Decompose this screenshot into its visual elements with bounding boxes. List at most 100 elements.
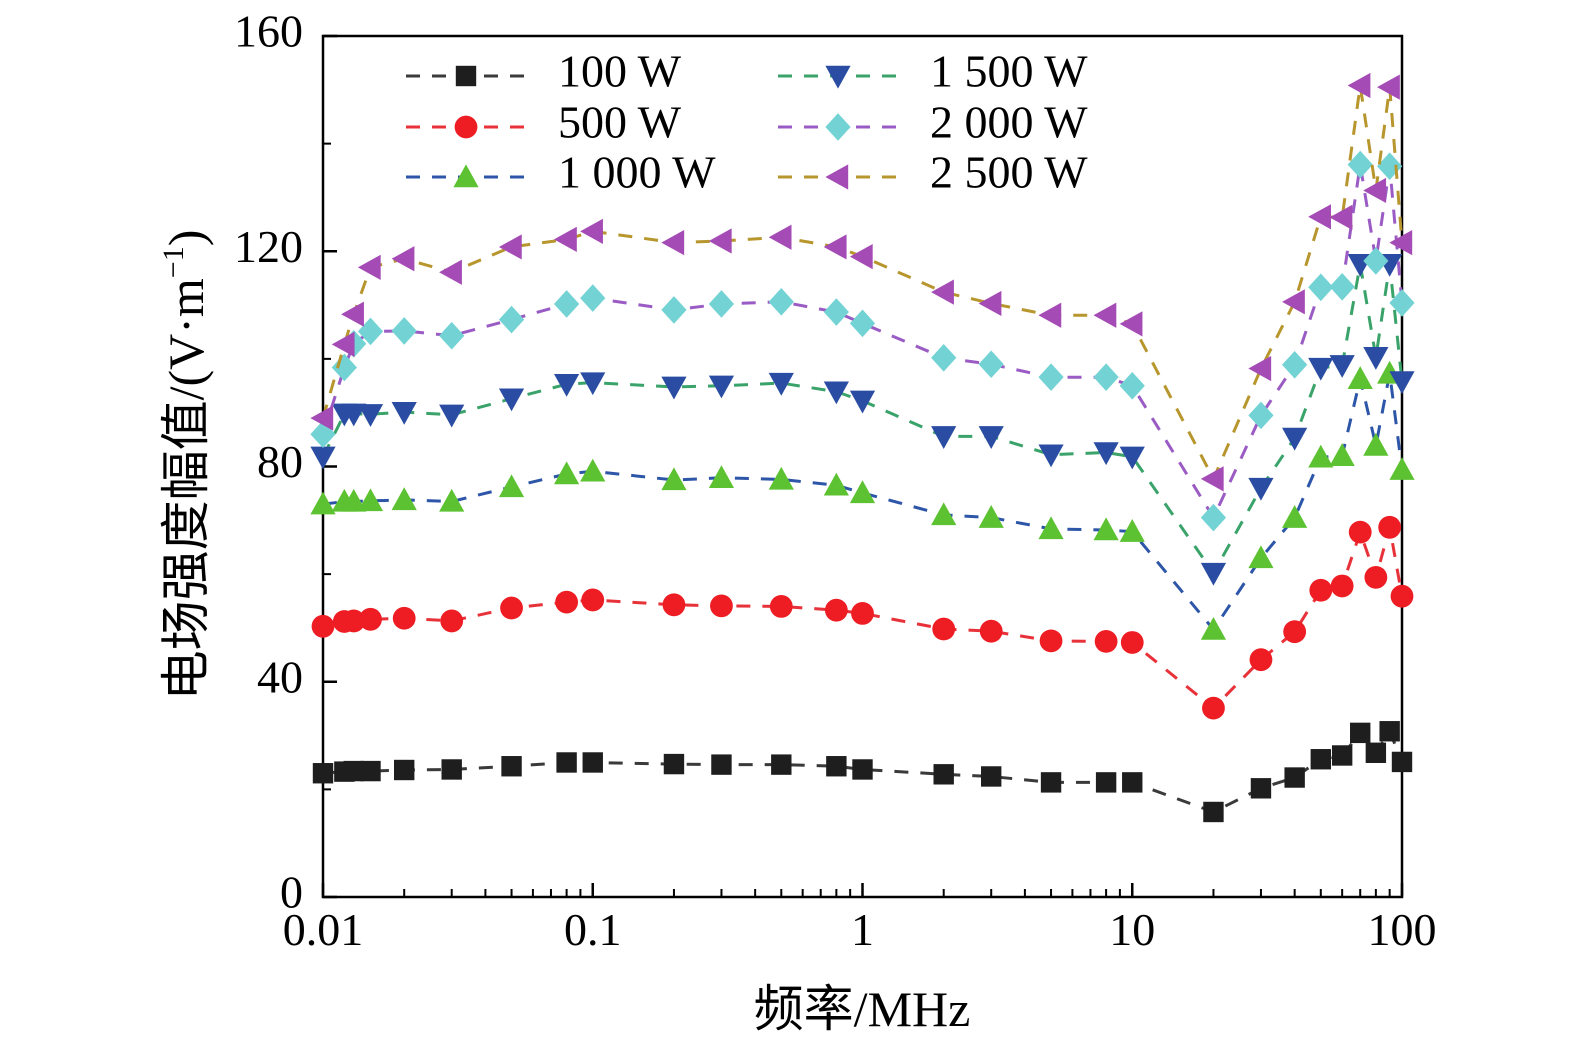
data-point xyxy=(1391,751,1413,773)
y-axis-title-superscript: −1 xyxy=(157,246,190,278)
data-point xyxy=(931,502,957,526)
data-point xyxy=(357,488,384,512)
data-point xyxy=(357,317,384,346)
data-point xyxy=(342,609,366,633)
data-point xyxy=(1377,74,1400,100)
data-point xyxy=(1249,648,1273,672)
data-point xyxy=(554,461,580,485)
data-point xyxy=(1329,204,1353,230)
data-point xyxy=(1095,772,1117,793)
data-point xyxy=(582,752,603,773)
data-point xyxy=(556,752,577,773)
data-point xyxy=(823,298,849,326)
series-line xyxy=(322,526,1404,711)
data-point xyxy=(1389,230,1413,256)
data-point xyxy=(1122,772,1143,793)
data-point xyxy=(1040,772,1062,793)
data-point xyxy=(312,763,334,784)
data-point xyxy=(498,234,522,260)
data-point xyxy=(1202,696,1225,720)
series-line xyxy=(322,728,1404,814)
data-point xyxy=(1282,350,1308,379)
data-point xyxy=(1248,545,1274,569)
data-point xyxy=(1248,477,1274,501)
data-point xyxy=(341,301,364,327)
data-point xyxy=(1330,574,1354,598)
x-tick-label: 100 xyxy=(1368,904,1437,955)
data-point xyxy=(852,759,873,780)
data-point xyxy=(1365,742,1387,763)
data-point xyxy=(981,766,1002,787)
data-point xyxy=(310,491,336,515)
data-point xyxy=(978,350,1004,379)
data-point xyxy=(662,593,686,617)
data-point xyxy=(439,259,462,285)
series-1500w xyxy=(310,253,1415,586)
data-point xyxy=(708,465,735,489)
data-point xyxy=(341,403,367,427)
data-point xyxy=(1282,289,1305,315)
data-point xyxy=(978,426,1004,449)
data-point xyxy=(823,234,847,260)
x-tick-label: 0.1 xyxy=(564,904,622,955)
x-tick-label: 1 xyxy=(851,904,874,955)
y-tick-label: 160 xyxy=(234,6,303,57)
legend-marker xyxy=(453,164,479,188)
data-point xyxy=(1390,584,1414,608)
data-point xyxy=(391,317,417,345)
legend-label: 2 500 W xyxy=(930,147,1088,198)
series-layer xyxy=(310,72,1415,823)
x-axis-title: 频率/MHz xyxy=(754,981,971,1037)
data-point xyxy=(1310,749,1331,770)
data-point xyxy=(1308,273,1334,302)
data-point xyxy=(310,446,336,470)
data-point xyxy=(708,228,732,254)
data-point xyxy=(1308,357,1334,381)
legend-label: 500 W xyxy=(558,97,682,148)
data-point xyxy=(769,595,793,618)
data-point xyxy=(392,606,416,630)
data-point xyxy=(849,244,873,270)
data-point xyxy=(1250,778,1272,799)
data-point xyxy=(1119,311,1143,337)
series-500w xyxy=(311,515,1414,720)
data-point xyxy=(824,598,848,622)
legend-marker xyxy=(455,65,477,87)
legend-label: 1 000 W xyxy=(558,147,716,198)
data-point xyxy=(554,226,577,253)
data-point xyxy=(823,472,849,496)
data-point xyxy=(849,480,876,504)
data-point xyxy=(1308,204,1331,230)
data-point xyxy=(932,617,956,641)
data-point xyxy=(1347,72,1371,99)
legend-label: 2 000 W xyxy=(930,97,1088,148)
data-point xyxy=(661,296,687,324)
data-point xyxy=(501,756,522,777)
data-point xyxy=(580,372,606,396)
data-point xyxy=(978,290,1002,317)
data-point xyxy=(1093,517,1119,541)
data-point xyxy=(661,467,687,491)
data-point xyxy=(1389,371,1415,395)
data-point xyxy=(1248,401,1274,430)
y-tick-label: 40 xyxy=(257,651,303,702)
legend-marker xyxy=(825,164,849,190)
data-point xyxy=(1093,302,1117,328)
data-point xyxy=(1120,631,1144,654)
data-point xyxy=(554,290,580,318)
data-point xyxy=(708,375,735,399)
data-point xyxy=(581,588,605,612)
data-point xyxy=(359,607,382,631)
data-point xyxy=(931,343,957,372)
legend-label: 100 W xyxy=(558,46,682,97)
data-point xyxy=(580,458,606,482)
data-point xyxy=(343,760,364,782)
data-point xyxy=(849,309,876,338)
data-point xyxy=(768,288,794,316)
data-point xyxy=(1329,355,1355,378)
legend-marker xyxy=(454,115,478,139)
data-point xyxy=(439,404,465,428)
data-point xyxy=(357,404,384,427)
data-point xyxy=(1282,427,1308,451)
